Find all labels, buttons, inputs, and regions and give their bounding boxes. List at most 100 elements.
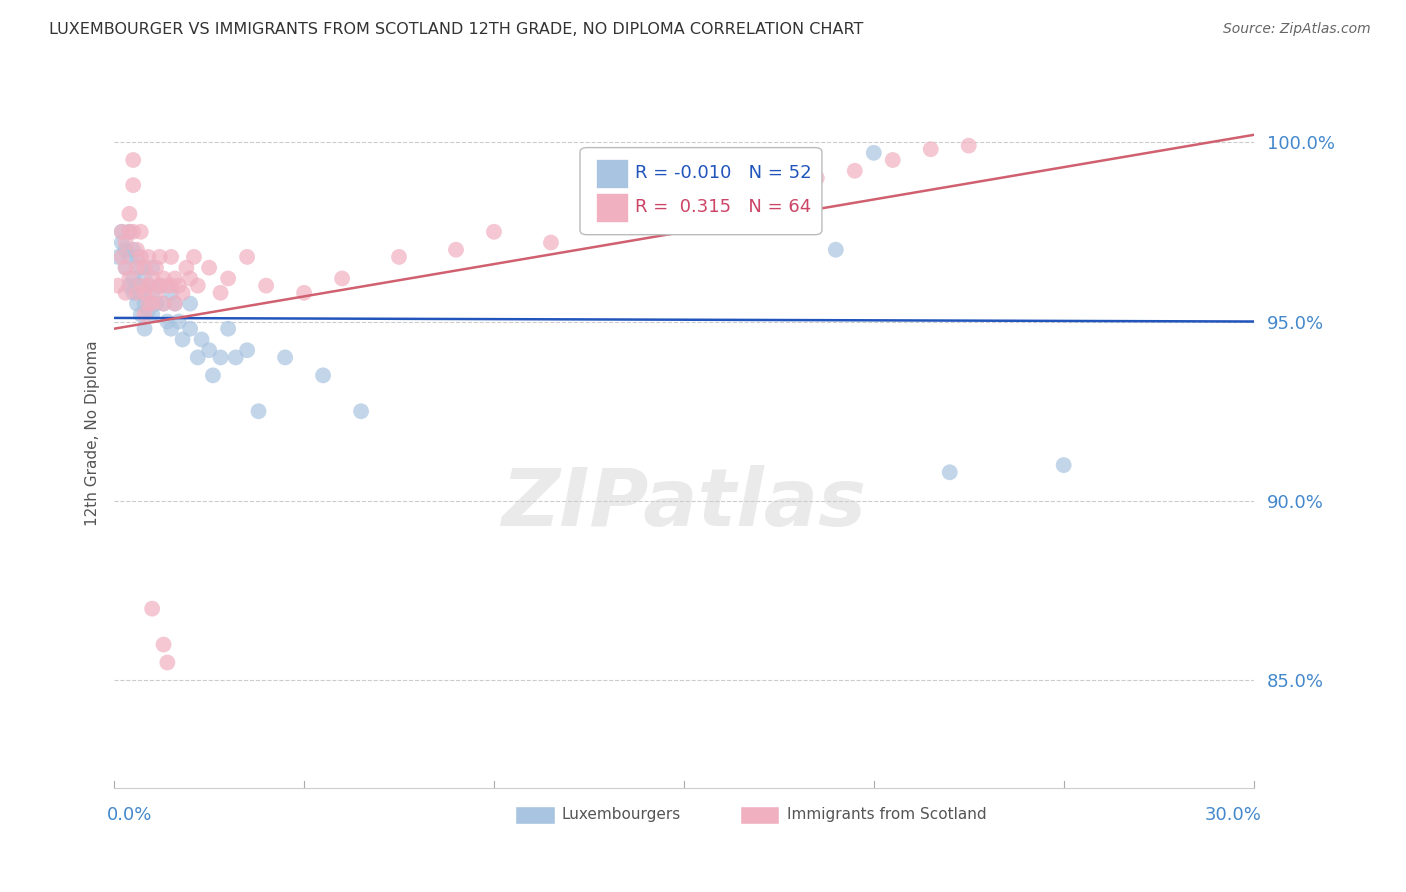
Point — [236, 343, 259, 358]
Point — [129, 250, 152, 264]
Point — [160, 250, 183, 264]
Point — [201, 368, 224, 383]
Point — [312, 368, 335, 383]
Point — [125, 285, 148, 300]
Point — [149, 278, 172, 293]
Point — [824, 243, 846, 257]
Point — [118, 225, 141, 239]
Point — [167, 278, 190, 293]
Point — [125, 278, 148, 293]
Point — [172, 333, 194, 347]
Text: R =  0.315   N = 64: R = 0.315 N = 64 — [636, 199, 811, 217]
Text: R = -0.010   N = 52: R = -0.010 N = 52 — [636, 164, 811, 182]
Point — [179, 271, 201, 285]
Point — [482, 225, 505, 239]
Point — [882, 153, 904, 167]
Point — [179, 321, 201, 335]
Point — [134, 296, 156, 310]
Point — [141, 260, 163, 275]
Point — [152, 638, 174, 652]
Point — [156, 314, 179, 328]
Point — [114, 285, 136, 300]
Point — [806, 170, 828, 185]
Text: Source: ZipAtlas.com: Source: ZipAtlas.com — [1223, 22, 1371, 37]
Point — [122, 271, 145, 285]
Point — [156, 278, 179, 293]
Point — [1053, 458, 1076, 472]
Text: Immigrants from Scotland: Immigrants from Scotland — [786, 807, 986, 822]
Point — [122, 153, 145, 167]
Point — [187, 351, 209, 365]
Point — [134, 260, 156, 275]
Point — [111, 250, 134, 264]
Point — [768, 178, 790, 193]
Point — [156, 656, 179, 670]
Point — [254, 278, 277, 293]
Point — [654, 207, 676, 221]
Point — [163, 296, 186, 310]
Point — [122, 285, 145, 300]
Point — [134, 285, 156, 300]
Point — [111, 225, 134, 239]
Point — [149, 278, 172, 293]
Point — [114, 243, 136, 257]
Point — [187, 278, 209, 293]
Point — [111, 225, 134, 239]
Point — [138, 278, 160, 293]
Point — [938, 465, 960, 479]
Point — [160, 278, 183, 293]
Point — [118, 271, 141, 285]
Point — [129, 260, 152, 275]
Point — [217, 271, 239, 285]
Point — [274, 351, 297, 365]
Point — [122, 225, 145, 239]
Point — [167, 314, 190, 328]
Text: Luxembourgers: Luxembourgers — [561, 807, 681, 822]
Point — [236, 250, 259, 264]
Point — [141, 307, 163, 321]
Point — [122, 243, 145, 257]
Text: LUXEMBOURGER VS IMMIGRANTS FROM SCOTLAND 12TH GRADE, NO DIPLOMA CORRELATION CHAR: LUXEMBOURGER VS IMMIGRANTS FROM SCOTLAND… — [49, 22, 863, 37]
Point — [125, 296, 148, 310]
Point — [107, 278, 129, 293]
Point — [388, 250, 411, 264]
Point — [122, 178, 145, 193]
Point — [163, 296, 186, 310]
Point — [540, 235, 562, 250]
Point — [172, 285, 194, 300]
Point — [138, 303, 160, 318]
Y-axis label: 12th Grade, No Diploma: 12th Grade, No Diploma — [86, 340, 100, 525]
Point — [141, 285, 163, 300]
Point — [141, 271, 163, 285]
Point — [118, 250, 141, 264]
Point — [134, 271, 156, 285]
Point — [152, 271, 174, 285]
Point — [183, 250, 205, 264]
Point — [138, 278, 160, 293]
Point — [125, 250, 148, 264]
Point — [692, 200, 714, 214]
Point — [134, 307, 156, 321]
Point — [160, 321, 183, 335]
Point — [129, 307, 152, 321]
Point — [198, 260, 221, 275]
Point — [198, 343, 221, 358]
Point — [125, 260, 148, 275]
Point — [114, 260, 136, 275]
Point — [163, 271, 186, 285]
Point — [118, 225, 141, 239]
Point — [152, 296, 174, 310]
Point — [138, 250, 160, 264]
Point — [141, 296, 163, 310]
Point — [209, 285, 232, 300]
Point — [145, 296, 167, 310]
Point — [957, 138, 980, 153]
Point — [176, 260, 198, 275]
Point — [114, 235, 136, 250]
Point — [114, 260, 136, 275]
Point — [350, 404, 373, 418]
Point — [330, 271, 353, 285]
Point — [118, 207, 141, 221]
Point — [920, 142, 942, 156]
Point — [145, 285, 167, 300]
